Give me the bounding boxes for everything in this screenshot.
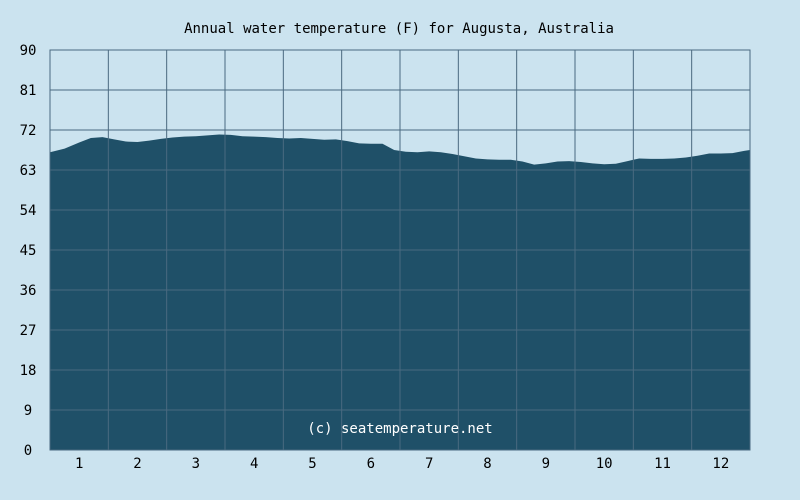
x-tick-label: 8 [483,456,491,472]
grid-layer [49,49,751,451]
x-axis: 1 2 3 4 5 6 7 8 9 10 11 12 [75,456,729,472]
y-tick-label: 90 [20,43,37,59]
y-tick-label: 36 [20,283,37,299]
y-tick-label: 27 [20,323,37,339]
x-tick-label: 3 [192,456,200,472]
x-tick-label: 9 [542,456,550,472]
y-tick-label: 18 [20,363,37,379]
y-tick-label: 54 [20,203,37,219]
x-tick-label: 2 [133,456,141,472]
y-tick-label: 63 [20,163,37,179]
y-tick-label: 0 [24,443,32,459]
x-tick-label: 6 [367,456,375,472]
y-tick-label: 72 [20,123,37,139]
x-tick-label: 4 [250,456,258,472]
y-tick-label: 81 [20,83,37,99]
x-tick-label: 10 [596,456,613,472]
watermark: (c) seatemperature.net [307,421,492,437]
y-axis: 0 9 18 27 36 45 54 63 72 81 90 [20,43,37,459]
y-tick-label: 9 [24,403,32,419]
x-tick-label: 7 [425,456,433,472]
x-tick-label: 12 [712,456,729,472]
chart-title: Annual water temperature (F) for Augusta… [184,21,614,37]
x-tick-label: 11 [654,456,671,472]
plot-border [49,49,751,451]
x-tick-label: 5 [308,456,316,472]
x-tick-label: 1 [75,456,83,472]
y-tick-label: 45 [20,243,37,259]
